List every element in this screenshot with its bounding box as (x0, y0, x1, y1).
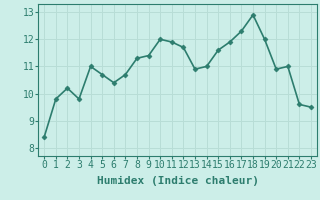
X-axis label: Humidex (Indice chaleur): Humidex (Indice chaleur) (97, 176, 259, 186)
